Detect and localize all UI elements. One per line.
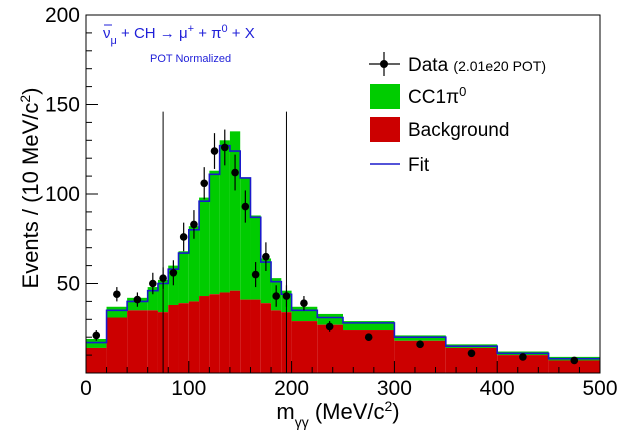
legend-signal-swatch (370, 84, 400, 109)
legend-data-label: Data (2.01e20 POT) (408, 55, 546, 76)
legend: Data (2.01e20 POT) CC1π0 Background Fit (369, 52, 546, 176)
signal-bar-9 (209, 170, 220, 295)
signal-bar-3 (147, 287, 158, 311)
data-points (92, 129, 579, 365)
legend-signal-label: CC1π0 (408, 84, 466, 109)
signal-bar-7 (188, 226, 200, 302)
background-bar-9 (209, 294, 220, 373)
data-point-3 (149, 279, 157, 288)
data-point-14 (262, 252, 270, 261)
legend-background-swatch (370, 117, 400, 142)
y-tick-label-50: 50 (57, 273, 80, 296)
background-bar-3 (147, 310, 158, 373)
reaction-text: νμ + CH → μ+ + π0 + X (103, 23, 255, 47)
y-tick-label-100: 100 (45, 183, 80, 206)
data-point-12 (241, 202, 250, 211)
background-bar-13 (250, 299, 261, 373)
x-tick-label-200: 200 (274, 377, 309, 400)
background-bar-6 (178, 303, 189, 373)
signal-bar-18 (317, 313, 343, 325)
axes: 0 100 200 300 400 500 50 100 150 200 (45, 4, 618, 400)
data-point-10 (220, 143, 229, 152)
signal-bar-10 (219, 140, 230, 293)
background-bar-8 (199, 296, 210, 373)
data-point-16 (282, 292, 291, 300)
data-point-1 (113, 290, 121, 299)
data-point-2 (133, 295, 142, 304)
signal-bar-0 (86, 338, 107, 348)
data-point-8 (200, 179, 209, 188)
background-bar-0 (86, 347, 107, 373)
data-point-5 (169, 268, 178, 277)
signal-bar-11 (229, 131, 241, 291)
data-point-0 (92, 331, 101, 340)
signal-bar-8 (199, 197, 210, 297)
background-bar-12 (240, 299, 251, 373)
background-bar-18 (317, 324, 343, 373)
signal-bar-13 (250, 215, 261, 300)
background-bar-15 (271, 310, 282, 373)
y-axis-title: Events / (10 MeV/c2) (17, 88, 43, 289)
background-bar-14 (260, 303, 272, 373)
data-point-9 (210, 147, 219, 155)
reaction-annotation: νμ + CH → μ+ + π0 + X POT Normalized (103, 23, 255, 65)
fit-curve-group (86, 144, 600, 360)
x-tick-label-300: 300 (377, 377, 412, 400)
data-point-23 (570, 356, 579, 365)
background-bar-7 (188, 301, 200, 373)
background-bar-2 (127, 310, 148, 373)
data-point-4 (159, 274, 167, 282)
data-point-18 (325, 322, 334, 331)
x-tick-label-0: 0 (80, 377, 92, 400)
data-point-13 (251, 270, 260, 279)
background-bar-17 (291, 321, 318, 373)
background-bar-1 (106, 317, 128, 373)
x-tick-label-100: 100 (171, 377, 206, 400)
data-point-6 (179, 233, 188, 241)
pot-normalized-text: POT Normalized (150, 53, 231, 65)
data-point-20 (416, 340, 424, 349)
data-point-22 (519, 353, 527, 361)
x-axis-title: mγγ (MeV/c2) (276, 398, 399, 430)
fit-line (86, 144, 600, 360)
cut-lines (162, 111, 287, 373)
background-bar-22 (497, 355, 549, 373)
legend-data-marker (369, 52, 400, 76)
x-tick-label-400: 400 (480, 377, 515, 400)
background-bar-5 (168, 304, 179, 373)
data-point-15 (272, 292, 280, 300)
background-bar-10 (219, 292, 230, 373)
signal-bar-6 (178, 251, 189, 304)
data-point-11 (231, 168, 239, 177)
signal-bar-12 (240, 177, 251, 300)
data-point-17 (300, 299, 308, 307)
legend-fit-label: Fit (408, 155, 430, 176)
signal-bar-19 (343, 321, 395, 331)
background-bar-23 (548, 360, 600, 373)
data-point-21 (467, 349, 476, 358)
signal-bar-20 (394, 335, 446, 341)
legend-background-label: Background (408, 120, 509, 141)
background-bar-11 (229, 290, 241, 373)
y-tick-label-200: 200 (45, 4, 80, 27)
x-tick-label-500: 500 (582, 377, 617, 400)
signal-bar-1 (106, 306, 128, 318)
data-point-19 (364, 333, 373, 342)
data-point-7 (190, 220, 198, 229)
signal-bar-14 (260, 258, 272, 304)
y-tick-label-150: 150 (45, 94, 80, 117)
